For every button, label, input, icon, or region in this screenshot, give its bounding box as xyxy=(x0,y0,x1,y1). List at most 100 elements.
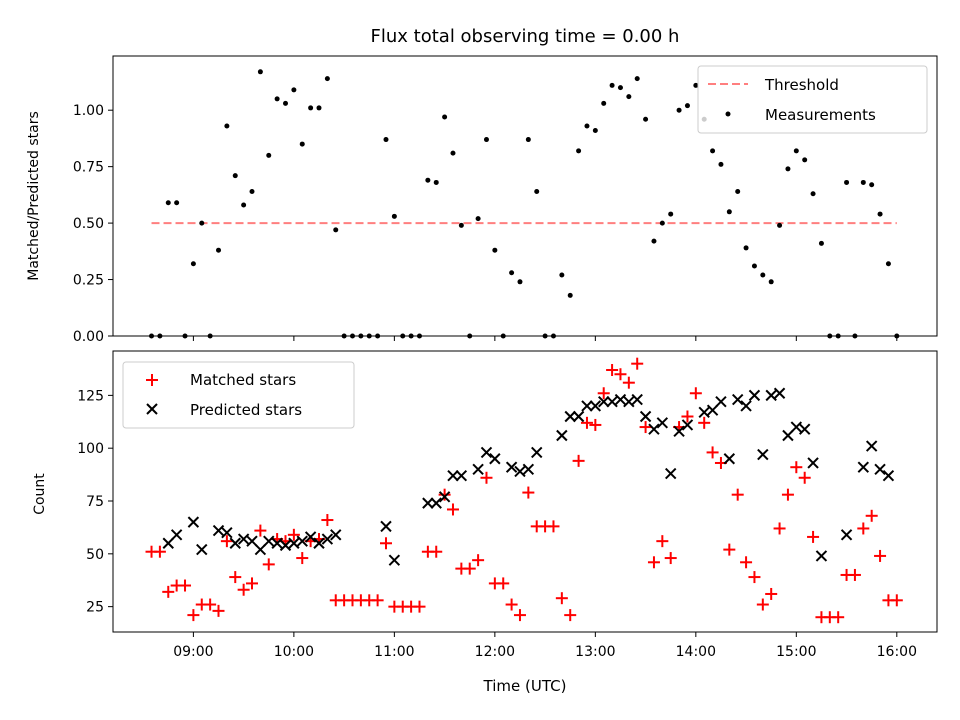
predicted-star-point xyxy=(321,533,334,545)
top-axis-ticks: 0.00 0.25 0.50 0.75 1.00 xyxy=(73,103,898,345)
predicted-star-point xyxy=(564,410,576,423)
matched-star-point xyxy=(606,364,619,377)
predicted-star-point xyxy=(380,520,392,533)
predicted-star-point xyxy=(665,467,677,480)
matched-star-point xyxy=(698,416,711,429)
measurement-point xyxy=(777,222,783,228)
matched-star-point xyxy=(622,376,635,389)
x-tick-label: 11:00 xyxy=(374,644,414,660)
bottom-y-axis-label: Count xyxy=(32,473,48,515)
measurement-point xyxy=(576,148,582,154)
matched-star-point xyxy=(220,535,233,548)
predicted-star-point xyxy=(807,457,819,469)
matched-star-point xyxy=(413,600,426,613)
measurement-point xyxy=(609,82,615,88)
predicted-star-point xyxy=(480,446,493,459)
matched-star-point xyxy=(463,562,476,575)
predicted-star-point xyxy=(572,410,585,423)
predicted-star-point xyxy=(514,465,526,478)
matched-star-point xyxy=(237,583,250,596)
matched-star-point xyxy=(505,598,518,611)
predicted-star-point xyxy=(430,497,442,509)
predicted-star-point xyxy=(472,463,484,476)
predicted-star-point xyxy=(874,463,886,476)
predicted-star-point xyxy=(790,421,803,433)
measurement-point xyxy=(165,200,171,206)
matched-star-point xyxy=(865,509,878,522)
measurement-point xyxy=(324,76,330,82)
top-y-axis-label: Matched/Predicted stars xyxy=(26,111,42,281)
measurement-point xyxy=(534,188,540,194)
matched-star-point xyxy=(773,522,786,535)
measurement-point xyxy=(174,200,180,206)
measurement-point xyxy=(224,123,230,129)
predicted-star-point xyxy=(715,395,727,408)
bottom-axes-frame xyxy=(112,350,938,633)
matched-star-point xyxy=(522,486,535,499)
predicted-star-point xyxy=(748,389,761,402)
measurement-point xyxy=(885,261,891,267)
matched-star-point xyxy=(555,592,568,605)
matched-star-point xyxy=(832,611,845,624)
x-tick-label: 16:00 xyxy=(877,644,917,660)
matched-star-point xyxy=(664,552,677,565)
matched-star-point xyxy=(229,571,242,584)
predicted-star-point xyxy=(229,537,241,549)
legend-measurements-label: Measurements xyxy=(765,106,876,124)
predicted-star-point xyxy=(455,469,468,482)
measurement-point xyxy=(383,137,389,143)
predicted-star-point xyxy=(221,526,233,539)
x-tick-label: 10:00 xyxy=(274,644,314,660)
matched-star-point xyxy=(572,454,585,467)
predicted-star-point xyxy=(815,550,828,562)
matched-star-point xyxy=(564,609,577,622)
measurement-point xyxy=(684,103,690,109)
predicted-star-point xyxy=(581,400,593,412)
matched-star-point xyxy=(740,556,753,569)
y-tick-label: 125 xyxy=(77,388,104,404)
matched-star-point xyxy=(890,594,903,607)
matched-star-point xyxy=(162,585,175,598)
x-tick-label: 12:00 xyxy=(475,644,515,660)
measurement-point xyxy=(760,272,766,278)
measurement-point xyxy=(199,220,205,226)
bottom-chart-panel: Count Time (UTC) 25 50 75 100 125 09:00 10:00 1… xyxy=(32,350,938,695)
predicted-star-point xyxy=(731,393,744,406)
matched-star-point xyxy=(204,598,217,611)
predicted-star-point xyxy=(279,539,292,552)
predicted-star-point xyxy=(656,417,669,429)
measurement-point xyxy=(844,179,850,185)
predicted-star-point xyxy=(246,535,258,547)
measurement-point xyxy=(425,177,431,183)
measurement-point xyxy=(768,279,774,285)
x-tick-label: 13:00 xyxy=(575,644,615,660)
measurement-point xyxy=(517,279,523,285)
measurement-point xyxy=(726,209,732,215)
matched-star-point xyxy=(614,368,627,381)
matched-star-point xyxy=(681,410,694,423)
measurement-point xyxy=(458,222,464,228)
predicted-star-point xyxy=(631,393,643,406)
measurement-point xyxy=(818,240,824,246)
measurement-point xyxy=(601,100,607,106)
predicted-star-point xyxy=(263,535,275,547)
predicted-star-point xyxy=(757,448,769,461)
y-tick-label: 25 xyxy=(86,600,104,616)
matched-star-point xyxy=(430,545,443,558)
predicted-star-point xyxy=(782,429,794,442)
matched-star-point xyxy=(597,387,610,400)
predicted-star-point xyxy=(623,395,635,408)
measurement-point xyxy=(584,123,590,129)
y-tick-label: 0.50 xyxy=(73,216,104,232)
measurement-point xyxy=(869,182,875,188)
predicted-star-point xyxy=(531,446,543,459)
measurement-point xyxy=(291,87,297,93)
measurement-point xyxy=(559,272,565,278)
matched-star-point xyxy=(639,421,652,434)
matched-star-point xyxy=(580,416,593,429)
matched-star-point xyxy=(547,520,560,533)
predicted-star-point xyxy=(505,461,518,473)
matched-star-point xyxy=(153,545,166,558)
bottom-axis-ticks: 25 50 75 100 125 09:00 10:00 11:00 12:00 13:00 14:… xyxy=(77,388,917,660)
